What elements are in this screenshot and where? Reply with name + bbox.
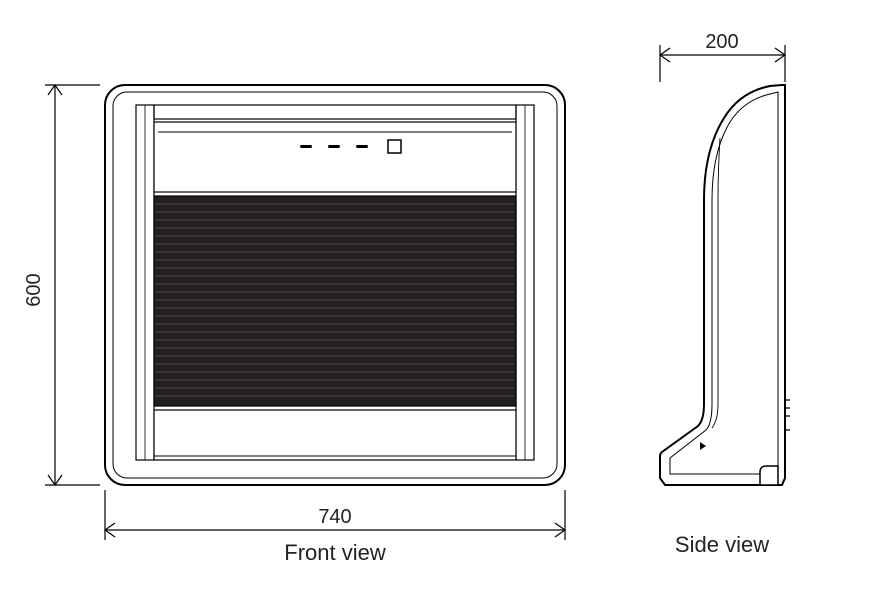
front-view [105,85,565,485]
side-vent-icons [786,400,790,430]
led-2-icon [328,145,340,148]
led-1-icon [300,145,312,148]
dim-height [45,85,100,485]
display-window-icon [388,140,401,153]
indicator-leds [300,145,368,148]
front-lower-panel [154,410,516,460]
front-top-trim [154,105,516,119]
dim-height-label: 600 [23,273,45,306]
side-outer-profile [660,85,785,485]
dim-width-label: 740 [318,506,351,528]
side-view [660,85,790,485]
side-foot-icon [760,466,778,485]
led-3-icon [356,145,368,148]
caption-side: Side view [675,532,769,557]
dim-depth-label: 200 [705,31,738,53]
caption-front: Front view [284,540,386,565]
